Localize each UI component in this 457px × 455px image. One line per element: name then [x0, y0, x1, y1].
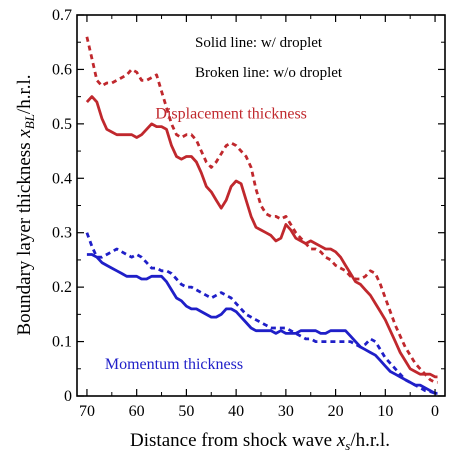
y-axis-label-prefix: Boundary layer thickness — [14, 138, 35, 336]
y-tick-label: 0.4 — [52, 170, 72, 187]
labels-layer: 70 60 50 40 30 20 10 0 0 0.1 0.2 0.3 0.4 0.5 0.6 0.7 Dis… — [52, 7, 439, 420]
y-tick-label: 0.3 — [52, 225, 72, 242]
x-axis-label-var: x — [336, 430, 346, 451]
x-axis-label-suffix: /h.r.l. — [350, 430, 390, 451]
x-tick-label: 60 — [129, 403, 145, 420]
x-tick-label: 50 — [178, 403, 194, 420]
x-tick-label: 70 — [79, 403, 95, 420]
series-line-dashed-1 — [85, 36, 438, 384]
series-label-1: Momentum thickness — [105, 356, 243, 373]
y-tick-label: 0.7 — [52, 7, 72, 24]
x-axis-label-prefix: Distance from shock wave — [130, 430, 337, 451]
y-tick-label: 0.5 — [52, 116, 72, 133]
series-label-0: Displacement thickness — [155, 105, 307, 122]
y-axis-label-suffix: /h.r.l. — [14, 74, 35, 114]
x-tick-label: 0 — [431, 403, 439, 420]
x-axis-label: Distance from shock wave xs/h.r.l. — [130, 430, 390, 453]
series-line-solid-0 — [85, 95, 438, 379]
note-broken-line: Broken line: w/o droplet — [195, 65, 343, 81]
x-tick-label: 40 — [228, 403, 244, 420]
note-solid-line: Solid line: w/ droplet — [195, 35, 323, 51]
y-tick-label: 0.6 — [52, 61, 72, 78]
y-axis-label: Boundary layer thickness xBL/h.r.l. — [14, 74, 37, 335]
series-line-solid-2 — [86, 253, 438, 395]
x-axis-label-sub: s — [345, 438, 350, 453]
y-tick-label: 0.1 — [52, 334, 72, 351]
y-axis-label-sub: BL — [22, 114, 37, 129]
y-tick-label: 0 — [64, 388, 72, 405]
x-tick-label: 30 — [278, 403, 294, 420]
series-line-dashed-3 — [85, 232, 438, 395]
ticks-layer — [77, 14, 445, 397]
y-tick-label: 0.2 — [52, 279, 72, 296]
y-axis-label-var: x — [14, 129, 35, 139]
x-tick-label: 20 — [328, 403, 344, 420]
series-layer — [85, 36, 438, 395]
x-tick-label: 10 — [377, 403, 393, 420]
